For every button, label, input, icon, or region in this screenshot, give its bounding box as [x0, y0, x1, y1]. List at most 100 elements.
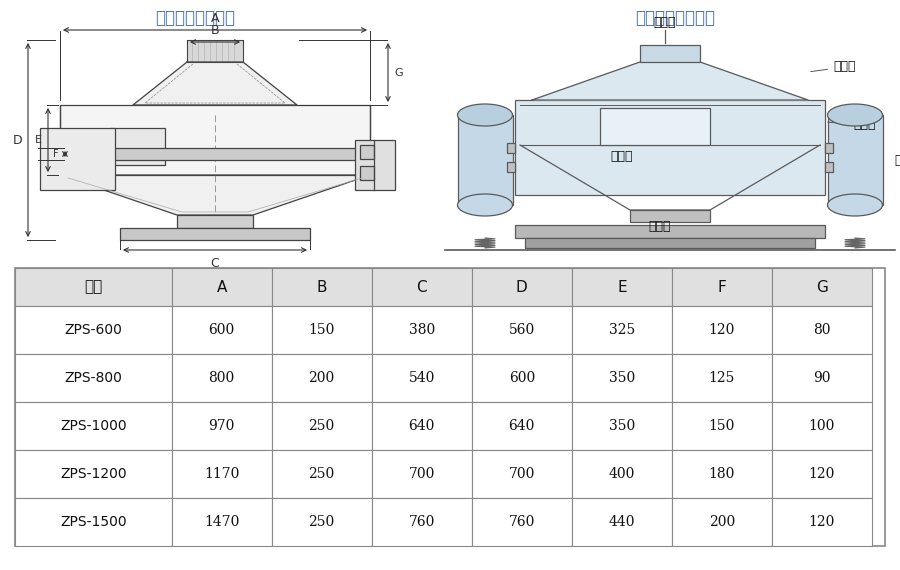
Text: 350: 350 — [608, 419, 634, 433]
Text: 100: 100 — [809, 419, 835, 433]
Ellipse shape — [457, 194, 512, 216]
Bar — [600, 108, 710, 145]
Bar — [671, 450, 772, 498]
Bar — [177, 215, 253, 228]
Bar — [372, 268, 472, 306]
Bar — [15, 268, 885, 546]
Text: 120: 120 — [809, 515, 835, 529]
Text: 440: 440 — [608, 515, 635, 529]
Polygon shape — [133, 62, 297, 105]
Text: 80: 80 — [814, 323, 831, 337]
Text: 型号: 型号 — [85, 279, 103, 295]
Bar — [60, 105, 370, 175]
Bar — [472, 306, 572, 354]
Text: 125: 125 — [708, 371, 735, 385]
Text: D: D — [13, 133, 22, 146]
Bar — [40, 128, 115, 190]
Text: 400: 400 — [608, 467, 635, 481]
Bar — [15, 498, 172, 546]
Text: 120: 120 — [809, 467, 835, 481]
Bar — [472, 268, 572, 306]
Text: 上框体: 上框体 — [828, 119, 876, 132]
Bar — [772, 498, 872, 546]
Bar — [172, 402, 272, 450]
Text: ZPS-1500: ZPS-1500 — [60, 515, 127, 529]
Bar — [360, 145, 374, 159]
Text: 325: 325 — [608, 323, 634, 337]
Text: 200: 200 — [309, 371, 335, 385]
Text: B: B — [317, 279, 327, 295]
Text: 150: 150 — [708, 419, 735, 433]
Bar — [772, 268, 872, 306]
Bar — [172, 306, 272, 354]
Text: C: C — [211, 257, 220, 270]
Text: 防尘盖: 防尘盖 — [811, 60, 856, 74]
Bar — [472, 402, 572, 450]
Bar — [15, 402, 172, 450]
Bar — [272, 268, 372, 306]
Text: 800: 800 — [209, 371, 235, 385]
Bar — [572, 450, 671, 498]
Text: ZPS-1200: ZPS-1200 — [60, 467, 127, 481]
Bar — [671, 402, 772, 450]
Text: A: A — [211, 12, 220, 25]
Text: 排杂口: 排杂口 — [610, 150, 633, 164]
Text: ZPS-800: ZPS-800 — [65, 371, 122, 385]
Bar — [120, 228, 310, 240]
Text: ZPS-600: ZPS-600 — [65, 323, 122, 337]
Text: 250: 250 — [309, 515, 335, 529]
Bar — [525, 238, 815, 248]
Bar — [572, 306, 671, 354]
Text: 640: 640 — [508, 419, 535, 433]
Text: 出料口: 出料口 — [649, 219, 671, 233]
Bar — [172, 450, 272, 498]
Text: 640: 640 — [409, 419, 435, 433]
Polygon shape — [60, 175, 370, 215]
Bar — [472, 450, 572, 498]
Bar — [472, 498, 572, 546]
Bar — [172, 268, 272, 306]
Bar — [630, 210, 710, 222]
Ellipse shape — [457, 104, 512, 126]
Bar — [355, 140, 395, 190]
Text: 760: 760 — [508, 515, 535, 529]
Bar — [671, 354, 772, 402]
Bar — [272, 498, 372, 546]
Text: B: B — [211, 24, 220, 37]
Text: 700: 700 — [409, 467, 435, 481]
Text: D: D — [516, 279, 527, 295]
Text: G: G — [394, 67, 402, 78]
Text: 600: 600 — [508, 371, 535, 385]
Bar — [372, 498, 472, 546]
Bar — [458, 115, 513, 205]
Bar — [372, 450, 472, 498]
Bar — [15, 450, 172, 498]
Bar — [572, 354, 671, 402]
Text: 760: 760 — [409, 515, 435, 529]
Text: 120: 120 — [708, 323, 735, 337]
Text: E: E — [617, 279, 626, 295]
Bar — [572, 498, 671, 546]
Bar — [828, 115, 883, 205]
Bar — [825, 162, 833, 172]
Polygon shape — [532, 62, 808, 100]
Text: A: A — [216, 279, 227, 295]
Text: 250: 250 — [309, 467, 335, 481]
Text: 700: 700 — [508, 467, 535, 481]
Text: C: C — [417, 279, 427, 295]
Bar — [772, 450, 872, 498]
Bar — [372, 306, 472, 354]
Bar — [515, 225, 825, 238]
Bar — [272, 354, 372, 402]
Bar — [360, 166, 374, 180]
Bar — [572, 268, 671, 306]
Bar — [372, 354, 472, 402]
Text: 直排筛外形结构图: 直排筛外形结构图 — [635, 9, 715, 27]
Bar — [272, 306, 372, 354]
Ellipse shape — [827, 194, 883, 216]
Text: 1470: 1470 — [204, 515, 239, 529]
Bar — [60, 148, 370, 160]
Bar — [507, 143, 515, 153]
Bar — [110, 128, 165, 165]
Text: 380: 380 — [409, 323, 435, 337]
